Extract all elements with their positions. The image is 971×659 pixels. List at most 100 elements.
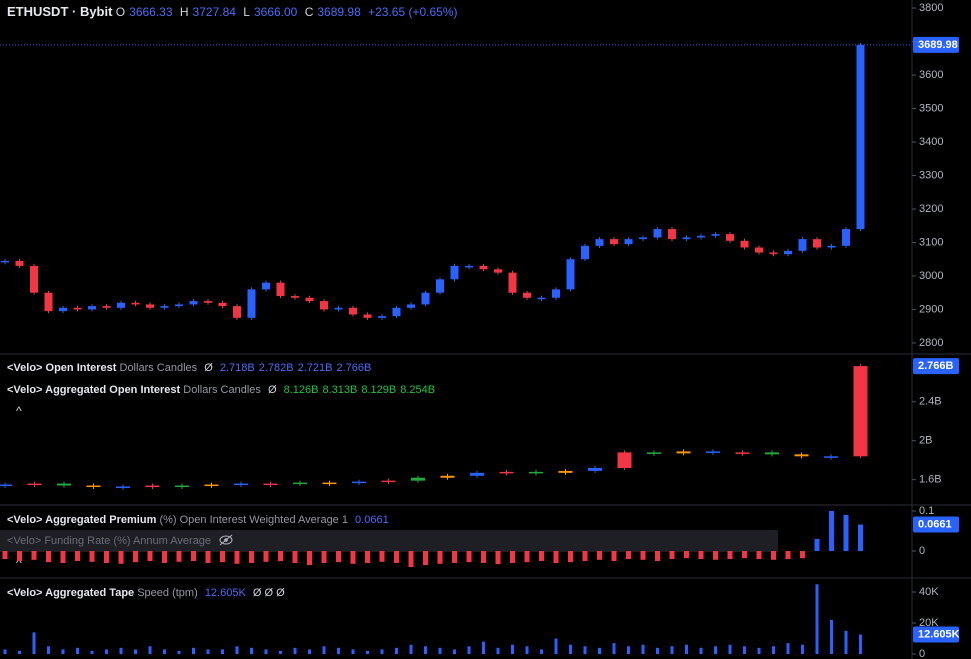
eye-off-icon[interactable]	[218, 534, 234, 546]
y-tick-label: 3400	[919, 136, 943, 148]
last-value-box	[913, 36, 959, 53]
indicator-name: <Velo> Funding Rate (%) Annum Average	[7, 535, 212, 547]
bar	[134, 649, 137, 655]
bar	[221, 649, 224, 655]
bar	[453, 649, 456, 655]
last-value-box	[913, 626, 959, 643]
bar	[321, 551, 327, 563]
y-tick-label: 20K	[919, 617, 939, 629]
premium-legend: <Velo> Aggregated Premium (%) Open Inter…	[7, 514, 393, 526]
bar	[437, 551, 443, 564]
bar	[17, 551, 22, 561]
indicator-symbol: Ø	[204, 362, 213, 374]
bar	[495, 551, 501, 565]
ohlc-value: 3727.84	[192, 5, 236, 19]
indicator-name: <Velo> Aggregated Tape	[7, 587, 135, 599]
bar	[176, 551, 182, 562]
bar	[206, 649, 210, 655]
bar	[118, 551, 124, 564]
y-tick-label: 0.1	[919, 505, 934, 517]
bar	[771, 551, 776, 560]
bar	[351, 649, 355, 655]
y-tick-label: 2900	[919, 303, 943, 315]
bar	[350, 551, 356, 564]
indicator-value: 8.313B	[322, 384, 358, 396]
bar	[786, 643, 790, 655]
y-tick-label: 3500	[919, 102, 943, 114]
bar	[843, 515, 849, 551]
bar	[46, 551, 51, 563]
bar	[76, 647, 79, 655]
bar	[75, 551, 80, 561]
last-value-label: 3689.98	[918, 39, 958, 51]
bar	[3, 649, 7, 655]
bar	[424, 646, 427, 655]
bar	[119, 647, 123, 655]
bar	[105, 649, 108, 655]
bar	[438, 647, 442, 655]
y-tick-label: 3100	[919, 236, 943, 248]
indicator-name: <Velo> Aggregated Open Interest	[7, 384, 181, 396]
hidden-indicator[interactable]: <Velo> Funding Rate (%) Annum Average	[7, 534, 234, 547]
indicator-symbols: Ø Ø Ø	[252, 587, 285, 599]
bar	[757, 647, 761, 655]
bar	[540, 649, 543, 655]
bar	[18, 650, 21, 655]
bar	[756, 551, 762, 559]
bar	[147, 551, 153, 561]
bar	[32, 632, 36, 655]
bar	[670, 646, 674, 655]
collapse-icon[interactable]: ^	[16, 404, 22, 418]
indicator-name: <Velo> Open Interest	[7, 362, 117, 374]
bar	[496, 647, 500, 655]
bar	[641, 644, 645, 655]
bar	[278, 551, 283, 561]
y-tick-label: 2.4B	[919, 396, 942, 408]
bar	[785, 551, 791, 559]
bar	[511, 644, 514, 655]
bar	[452, 551, 457, 563]
indicator-value: 2.766B	[336, 362, 372, 374]
bar	[307, 551, 312, 565]
indicator-value: 12.605K	[204, 587, 246, 599]
y-tick-label: 2B	[919, 435, 932, 447]
y-tick-label: 2800	[919, 337, 943, 349]
bar	[408, 551, 414, 567]
bar	[89, 551, 95, 562]
bar	[829, 511, 834, 551]
bar	[699, 647, 703, 655]
collapse-icon[interactable]: ^	[16, 556, 22, 570]
indicator-params: Speed (tpm)	[137, 587, 198, 599]
bar	[394, 551, 399, 563]
bar	[597, 551, 602, 560]
bar	[815, 584, 819, 655]
bar	[612, 643, 616, 655]
bar	[772, 646, 775, 655]
y-tick-label: 1.6B	[919, 474, 942, 486]
bar	[669, 551, 675, 559]
bar	[220, 551, 225, 563]
bar	[568, 551, 573, 563]
bar	[800, 551, 805, 559]
bar	[409, 644, 413, 655]
bar	[830, 619, 833, 655]
indicator-value: 2.718B	[219, 362, 255, 374]
change: +23.65 (+0.65%)	[368, 5, 458, 19]
bar	[582, 551, 588, 561]
bar	[162, 551, 167, 563]
bar	[859, 634, 862, 655]
bar	[249, 551, 254, 563]
bar	[713, 551, 718, 560]
bar	[801, 644, 804, 655]
bar	[380, 649, 384, 655]
indicator-value: 0.0661	[355, 514, 389, 526]
indicator-symbol: Ø	[267, 384, 277, 396]
bar	[626, 551, 631, 559]
bar	[554, 638, 558, 655]
indicator-value: 2.721B	[297, 362, 333, 374]
bar	[133, 551, 138, 563]
bar	[714, 646, 717, 655]
bar	[423, 551, 428, 565]
symbol: ETHUSDT · Bybit	[7, 4, 113, 19]
bar	[264, 649, 268, 655]
